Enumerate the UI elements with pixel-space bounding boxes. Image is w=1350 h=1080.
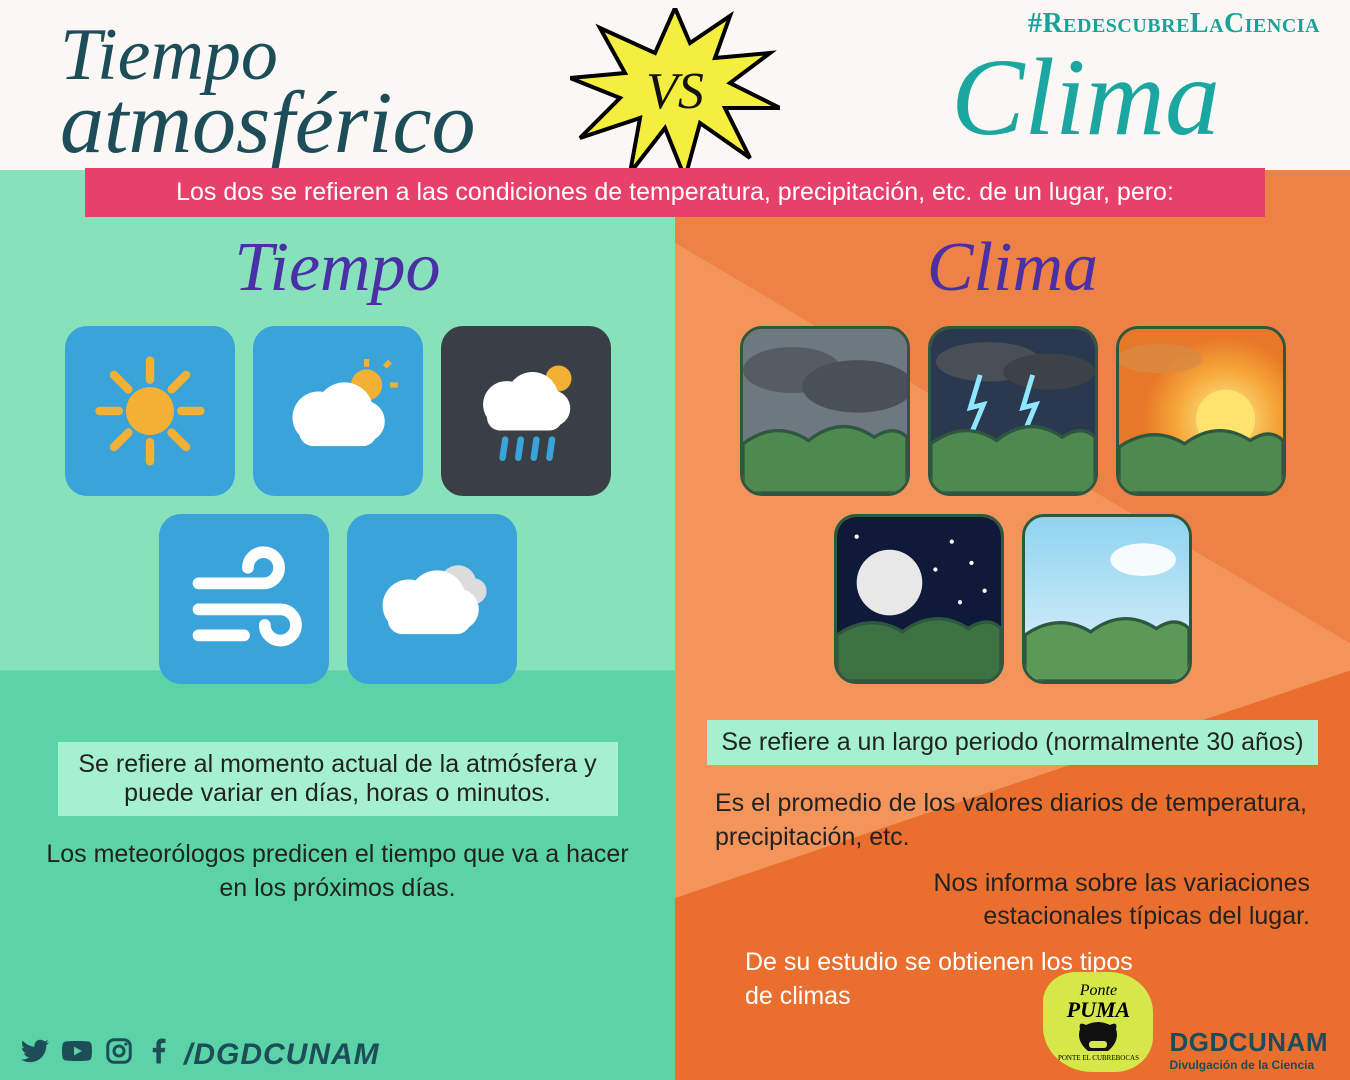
- scene-night: [834, 514, 1004, 684]
- title-tiempo-atmosferico: Tiempo atmosférico: [60, 24, 476, 162]
- panel-tiempo: Tiempo: [0, 170, 675, 1080]
- clima-highlight-wrap: Se refiere a un largo periodo (normalmen…: [675, 702, 1350, 775]
- clima-scenes: [675, 326, 1350, 684]
- title-clima: Clima: [951, 34, 1220, 161]
- header: #RedescubreLaCiencia Tiempo atmosférico …: [0, 0, 1350, 170]
- sun-icon: [90, 351, 210, 471]
- heading-tiempo: Tiempo: [0, 228, 675, 308]
- tile-sun: [65, 326, 235, 496]
- scene-storm: [928, 326, 1098, 496]
- tile-cloud-sun: [253, 326, 423, 496]
- overcast-icon: [743, 329, 907, 493]
- night-icon: [837, 517, 1001, 681]
- clima-highlight: Se refiere a un largo periodo (normalmen…: [707, 720, 1317, 765]
- cloudy-icon: [367, 534, 497, 664]
- vs-text: VS: [646, 63, 704, 120]
- tiempo-highlight: Se refiere al momento actual de la atmós…: [58, 742, 618, 816]
- instagram-icon: [104, 1036, 134, 1074]
- clima-body-2: Nos informa sobre las variaciones estaci…: [875, 867, 1310, 935]
- puma-line-2: PUMA: [1067, 999, 1131, 1021]
- storm-icon: [931, 329, 1095, 493]
- puma-head-icon: [1076, 1021, 1120, 1055]
- panel-clima: Clima: [675, 170, 1350, 1080]
- youtube-icon: [60, 1036, 94, 1074]
- twitter-icon: [20, 1036, 50, 1074]
- intro-bar: Los dos se refieren a las condiciones de…: [85, 168, 1265, 217]
- dgdc-line-2: Divulgación de la Ciencia: [1169, 1058, 1328, 1072]
- social-bar: /DGDCUNAM: [20, 1036, 380, 1074]
- tiempo-highlight-wrap: Se refiere al momento actual de la atmós…: [0, 724, 675, 826]
- tile-wind: [159, 514, 329, 684]
- heading-clima: Clima: [675, 228, 1350, 308]
- tile-cloudy: [347, 514, 517, 684]
- dgdc-logo: DGDCUNAM Divulgación de la Ciencia: [1169, 1027, 1328, 1072]
- tile-cloud-rain: [441, 326, 611, 496]
- tiempo-body: Los meteorólogos predicen el tiempo que …: [40, 838, 635, 906]
- scene-sunset: [1116, 326, 1286, 496]
- wind-icon: [179, 534, 309, 664]
- logos: Ponte PUMA PONTE EL CUBREBOCAS DGDCUNAM …: [1043, 972, 1328, 1072]
- clima-body-1: Es el promedio de los valores diarios de…: [715, 787, 1310, 855]
- cloud-rain-icon: [461, 346, 591, 476]
- sunset-icon: [1119, 329, 1283, 493]
- vs-burst-icon: VS: [570, 8, 780, 178]
- title-line-2: atmosférico: [60, 87, 476, 162]
- scene-overcast: [740, 326, 910, 496]
- panels: Los dos se refieren a las condiciones de…: [0, 170, 1350, 1080]
- clear-day-icon: [1025, 517, 1189, 681]
- tiempo-tiles: [0, 326, 675, 684]
- cloud-sun-icon: [273, 346, 403, 476]
- puma-badge: Ponte PUMA PONTE EL CUBREBOCAS: [1043, 972, 1153, 1072]
- puma-line-3: PONTE EL CUBREBOCAS: [1058, 1055, 1139, 1062]
- social-handle: /DGDCUNAM: [184, 1038, 380, 1072]
- scene-clear-day: [1022, 514, 1192, 684]
- dgdc-line-1: DGDCUNAM: [1169, 1027, 1328, 1058]
- facebook-icon: [144, 1036, 174, 1074]
